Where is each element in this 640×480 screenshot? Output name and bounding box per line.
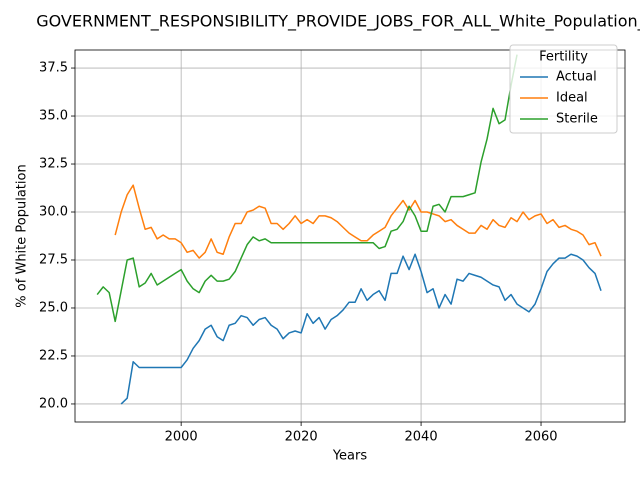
legend-label: Actual [556, 70, 597, 85]
x-tick-label: 2020 [285, 430, 318, 445]
legend-box [509, 44, 618, 134]
y-tick-label: 27.5 [39, 252, 68, 267]
x-tick-label: 2060 [524, 430, 557, 445]
series-line [96, 54, 518, 323]
y-tick-label: 35.0 [39, 109, 68, 124]
series-line [120, 253, 602, 405]
legend-label: Ideal [556, 91, 588, 106]
legend-title: Fertility [539, 50, 588, 65]
x-tick-label: 2040 [405, 430, 438, 445]
y-axis-label: % of White Population [15, 164, 30, 307]
x-tick-label: 2000 [165, 430, 198, 445]
y-tick-label: 32.5 [39, 157, 68, 172]
y-tick-label: 25.0 [39, 300, 68, 315]
y-tick-label: 30.0 [39, 205, 68, 220]
plot-frame [74, 49, 626, 423]
y-tick-label: 37.5 [39, 61, 68, 76]
x-axis-label: Years [332, 449, 368, 464]
y-tick-label: 22.5 [39, 348, 68, 363]
legend-label: Sterile [556, 112, 598, 127]
y-tick-label: 20.0 [39, 396, 68, 411]
series-line [114, 184, 602, 259]
chart-title: GOVERNMENT_RESPONSIBILITY_PROVIDE_JOBS_F… [36, 12, 640, 32]
